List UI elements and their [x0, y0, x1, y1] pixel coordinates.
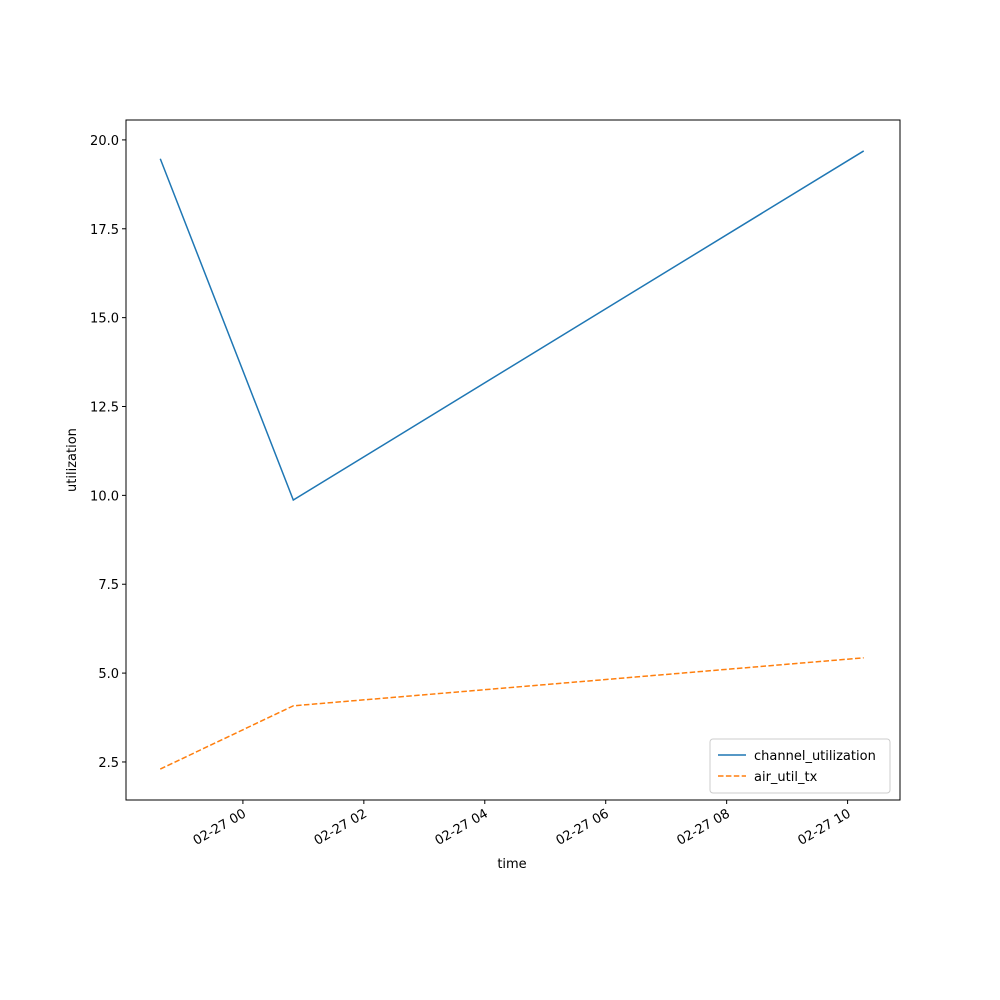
- y-axis-label: utilization: [65, 428, 80, 492]
- legend-box: [709, 738, 891, 794]
- y-tick-label: 12.5: [90, 401, 119, 416]
- y-tick-label: 7.5: [98, 578, 119, 593]
- plot-frame: [125, 119, 901, 801]
- legend-label: air_util_tx: [754, 770, 818, 785]
- y-tick-label: 10.0: [90, 489, 119, 504]
- legend-label: channel_utilization: [754, 749, 876, 764]
- series-line: [159, 150, 865, 502]
- y-tick-label: 2.5: [98, 756, 119, 771]
- y-tick-label: 15.0: [90, 312, 119, 327]
- y-tick-label: 17.5: [90, 223, 119, 238]
- series-line: [159, 657, 864, 770]
- y-tick-label: 5.0: [98, 667, 119, 682]
- y-tick-label: 20.0: [90, 134, 119, 149]
- x-axis-label: time: [497, 857, 526, 872]
